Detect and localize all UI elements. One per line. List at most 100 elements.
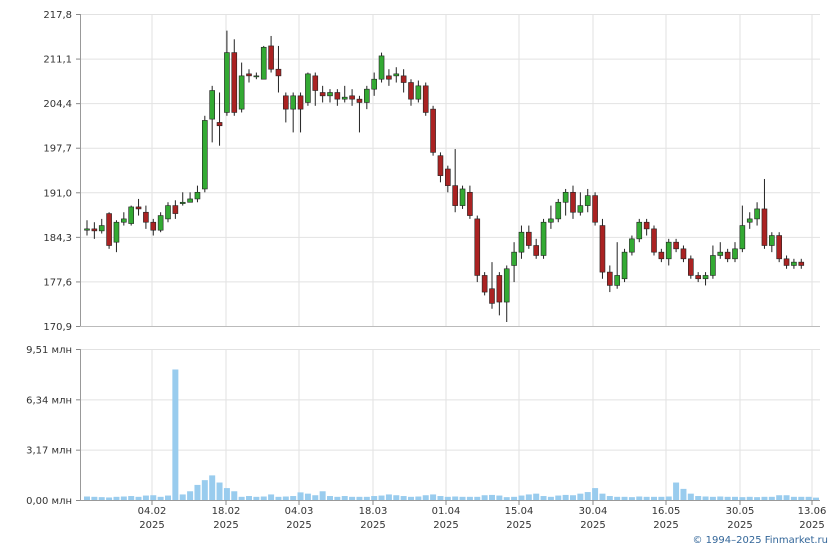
x-tick-label-year: 2025 (360, 520, 385, 531)
candle (98, 218, 105, 234)
candle (253, 72, 260, 80)
volume-bar (363, 496, 370, 500)
candle (135, 198, 142, 216)
candle (445, 165, 451, 193)
candle (452, 149, 458, 213)
y-tick-label: 6,34 млн (26, 395, 72, 406)
x-tick-label-year: 2025 (139, 520, 164, 531)
volume-bar (150, 495, 157, 500)
volume-bar (459, 496, 466, 500)
y-tick-label: 191,0 (43, 188, 72, 199)
volume-bar (327, 496, 333, 500)
candle-body (680, 248, 687, 260)
candle (312, 72, 319, 106)
candle (143, 205, 149, 229)
candle (621, 248, 628, 283)
volume-panel: 9,51 млн 6,34 млн 3,17 млн 0,00 млн (26, 345, 820, 507)
candle-body (496, 275, 503, 303)
candle (157, 212, 164, 233)
volume-bar (525, 494, 532, 500)
candle (231, 39, 238, 116)
candle-body (452, 185, 458, 206)
volume-bar (238, 496, 245, 500)
x-tick-label-date: 04.02 (138, 506, 167, 517)
candle-body (238, 75, 245, 110)
candle-body (710, 255, 716, 276)
candle (739, 205, 746, 253)
volume-bar (695, 496, 702, 500)
candle (106, 212, 112, 249)
x-tick-label-date: 13.06 (798, 506, 827, 517)
x-tick-label-year: 2025 (580, 520, 605, 531)
candle (283, 92, 289, 123)
candle-body (334, 92, 341, 100)
candle-body (783, 258, 790, 266)
volume-bar (805, 496, 812, 500)
volume-bar (761, 496, 768, 500)
volume-bar (430, 494, 437, 500)
candle (422, 82, 429, 116)
candle-body (688, 258, 694, 276)
candle (356, 95, 363, 133)
candle-body (746, 218, 753, 223)
volume-bar (496, 495, 503, 500)
copyright-text[interactable]: © 1994–2025 Finmarket.ru (692, 535, 828, 546)
candle (584, 188, 591, 213)
volume-bar (187, 491, 194, 500)
candle (643, 218, 650, 236)
volume-bar (570, 495, 576, 500)
candle (334, 89, 341, 106)
volume-bar (621, 496, 628, 500)
candle-body (98, 225, 105, 232)
volume-bar (275, 496, 282, 500)
candle-body (761, 208, 768, 246)
volume-bar (474, 496, 481, 500)
volume-bar (783, 495, 790, 500)
candle (246, 69, 252, 83)
x-tick-label-date: 30.05 (726, 506, 755, 517)
volume-bar (312, 495, 319, 500)
candle (393, 67, 400, 83)
candle-body (297, 95, 304, 110)
volume-bar (371, 496, 378, 500)
candle-body (643, 221, 650, 230)
candle-body (673, 241, 679, 250)
x-tick-label-date: 18.02 (212, 506, 241, 517)
x-tick-label-date: 01.04 (432, 506, 461, 517)
volume-bar (415, 496, 422, 500)
volume-bar (606, 496, 613, 500)
candle-body (629, 238, 635, 253)
candle-body (739, 225, 746, 250)
volume-bar (142, 495, 149, 500)
candle (526, 225, 532, 249)
volume-bar (599, 493, 606, 500)
candle-body (224, 52, 230, 113)
y-tick-label: 177,6 (43, 277, 72, 288)
candle-body (570, 191, 576, 213)
volume-bar (201, 480, 208, 500)
candle (570, 185, 576, 219)
volume-bar (253, 496, 260, 500)
candle (607, 265, 613, 293)
candle (533, 238, 539, 259)
candle (754, 202, 760, 226)
y-tick-label: 170,9 (43, 322, 72, 333)
candle-body (216, 122, 223, 127)
price-panel: 217,8 211,1 204,4 197,7 191,0 184,3 177,6 170,9 (43, 10, 820, 333)
candle-body (356, 98, 363, 103)
candle (474, 215, 481, 283)
candle (732, 242, 738, 263)
candle-body (260, 46, 267, 80)
volume-bar (91, 496, 98, 500)
volume-bar (776, 495, 783, 500)
volume-bar (319, 491, 326, 500)
volume-bar (754, 497, 761, 500)
candle-body (113, 221, 120, 243)
volume-bar (746, 496, 753, 500)
volume-bar (658, 496, 665, 500)
volume-bar (408, 496, 414, 500)
candle (172, 200, 179, 219)
volume-bar (223, 488, 230, 500)
volume-bar (584, 492, 591, 500)
y-tick-label: 197,7 (43, 144, 72, 155)
